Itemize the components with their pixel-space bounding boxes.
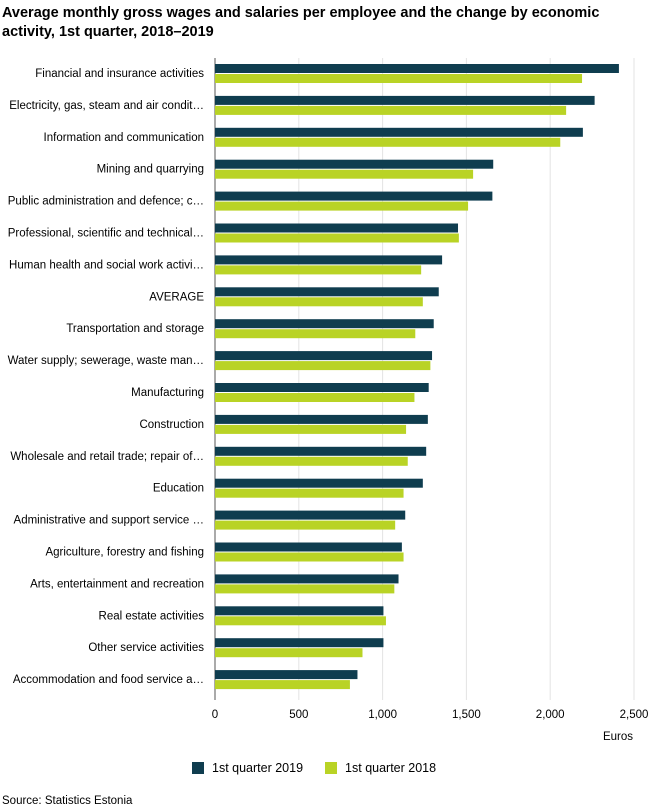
bar-2019[interactable]: [215, 191, 493, 201]
x-tick-label: 0: [212, 709, 218, 721]
bar-2018[interactable]: [215, 680, 350, 690]
bar-2019[interactable]: [215, 95, 595, 105]
x-tick-label: 1,500: [452, 709, 481, 721]
category-label: Electricity, gas, steam and air condit…: [9, 100, 204, 112]
x-axis-ticks: 0 500 1,000 1,500 2,000 2,500: [212, 709, 649, 721]
bar-2018[interactable]: [215, 488, 404, 498]
category-label: Human health and social work activi…: [9, 259, 204, 271]
bar-2019[interactable]: [215, 159, 494, 169]
source-note: Source: Statistics Estonia: [2, 795, 133, 807]
category-label: Water supply; sewerage, waste man…: [8, 355, 204, 367]
bar-2018[interactable]: [215, 265, 422, 275]
x-tick-label: 2,500: [620, 709, 649, 721]
x-tick-label: 500: [289, 709, 308, 721]
category-label: Mining and quarrying: [97, 164, 204, 176]
x-axis-label: Euros: [603, 731, 633, 743]
category-label: Administrative and support service …: [14, 515, 204, 527]
bar-2018[interactable]: [215, 456, 408, 466]
category-label: AVERAGE: [149, 291, 204, 303]
bar-2019[interactable]: [215, 638, 384, 648]
bar-2019[interactable]: [215, 478, 423, 488]
bar-2019[interactable]: [215, 414, 428, 424]
x-tick-label: 2,000: [536, 709, 565, 721]
bar-2019[interactable]: [215, 606, 384, 616]
bar-2018[interactable]: [215, 616, 386, 626]
bar-2019[interactable]: [215, 446, 427, 456]
category-label: Other service activities: [88, 642, 204, 654]
category-label: Agriculture, forestry and fishing: [45, 547, 204, 559]
category-label: Construction: [139, 419, 204, 431]
category-labels: Financial and insurance activities Electr…: [8, 68, 205, 686]
category-label: Public administration and defence; c…: [8, 196, 204, 208]
legend-label-2018: 1st quarter 2018: [345, 761, 437, 775]
category-label: Arts, entertainment and recreation: [30, 578, 204, 590]
bar-2018[interactable]: [215, 424, 407, 434]
bar-2018[interactable]: [215, 584, 395, 594]
bars: [215, 64, 619, 690]
bar-2018[interactable]: [215, 329, 416, 339]
category-label: Manufacturing: [131, 387, 204, 399]
bar-2018[interactable]: [215, 169, 474, 179]
bar-2019[interactable]: [215, 383, 429, 392]
category-label: Accommodation and food service a…: [13, 674, 204, 686]
bar-2018[interactable]: [215, 520, 396, 530]
legend: 1st quarter 2019 1st quarter 2018: [192, 761, 436, 775]
bar-2019[interactable]: [215, 287, 439, 297]
bar-2019[interactable]: [215, 542, 402, 552]
bar-2018[interactable]: [215, 552, 404, 562]
bar-2019[interactable]: [215, 127, 583, 137]
bar-2018[interactable]: [215, 137, 561, 147]
bar-2019[interactable]: [215, 319, 434, 329]
legend-swatch-2018: [325, 762, 338, 774]
legend-item-2019[interactable]: 1st quarter 2019: [192, 761, 303, 775]
gridlines: [214, 58, 635, 700]
bar-2018[interactable]: [215, 74, 583, 83]
x-tick-label: 1,000: [368, 709, 397, 721]
bar-2019[interactable]: [215, 670, 358, 680]
bar-2019[interactable]: [215, 255, 443, 265]
bar-2018[interactable]: [215, 201, 469, 211]
category-label: Financial and insurance activities: [35, 68, 204, 80]
bar-2018[interactable]: [215, 297, 423, 307]
legend-label-2019: 1st quarter 2019: [212, 761, 304, 775]
bar-2018[interactable]: [215, 105, 567, 115]
bar-2018[interactable]: [215, 361, 431, 371]
bar-2018[interactable]: [215, 648, 363, 658]
bar-2019[interactable]: [215, 64, 619, 73]
category-label: Transportation and storage: [66, 323, 204, 335]
chart-title: Average monthly gross wages and salaries…: [2, 5, 600, 40]
category-label: Real estate activities: [99, 610, 205, 622]
bar-2019[interactable]: [215, 351, 433, 361]
category-label: Wholesale and retail trade; repair of…: [10, 451, 204, 463]
bar-2019[interactable]: [215, 574, 399, 584]
bar-2018[interactable]: [215, 393, 415, 402]
category-label: Professional, scientific and technical…: [8, 228, 204, 240]
bar-2019[interactable]: [215, 510, 406, 520]
legend-swatch-2019: [192, 762, 204, 774]
bar-2018[interactable]: [215, 233, 459, 243]
category-label: Education: [153, 483, 204, 495]
legend-item-2018[interactable]: 1st quarter 2018: [325, 761, 436, 775]
bar-2019[interactable]: [215, 223, 459, 233]
category-label: Information and communication: [44, 132, 204, 144]
